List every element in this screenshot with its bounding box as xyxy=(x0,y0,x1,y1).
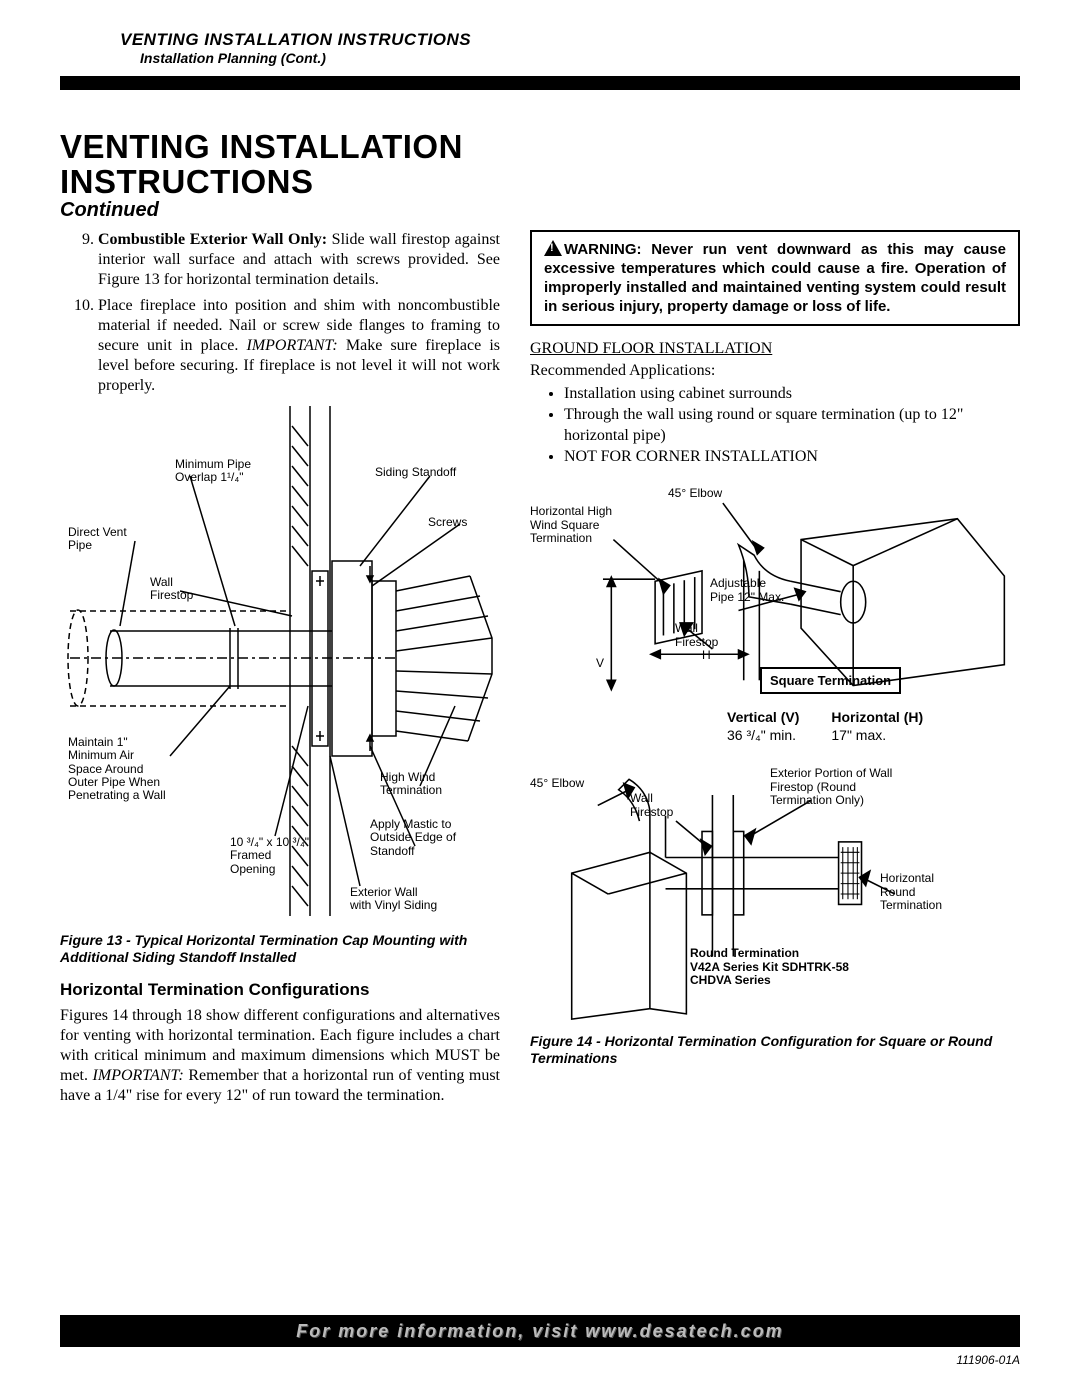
ground-b1: Installation using cabinet surrounds xyxy=(564,384,1020,405)
vh-h-val: 17" max. xyxy=(831,727,953,743)
footer-bar: For more information, visit www.desatech… xyxy=(60,1315,1020,1347)
ground-floor-heading: GROUND FLOOR INSTALLATION xyxy=(530,340,1020,358)
page-title-line1: VENTING INSTALLATION xyxy=(60,130,1020,165)
ground-floor-lead: Recommended Applications: xyxy=(530,362,1020,380)
fig14-round-term: Horizontal Round Termination xyxy=(880,872,942,912)
header-subtitle: Installation Planning (Cont.) xyxy=(140,50,1020,66)
doc-number: 111906-01A xyxy=(956,1353,1020,1367)
fig14-V: V xyxy=(596,657,604,670)
warning-box: WARNING: Never run vent downward as this… xyxy=(530,230,1020,326)
fig13-min-pipe: Minimum Pipe Overlap 1¹/₄" xyxy=(175,458,251,484)
figure-14-diagram: 45° Elbow Horizontal High Wind Square Te… xyxy=(530,477,1020,1027)
fig13-framed: 10 ³/₄" x 10 ³/₄" Framed Opening xyxy=(230,836,309,876)
left-column: Combustible Exterior Wall Only: Slide wa… xyxy=(60,230,500,1106)
running-header: VENTING INSTALLATION INSTRUCTIONS Instal… xyxy=(120,30,1020,66)
ground-b2: Through the wall using round or square t… xyxy=(564,405,1020,447)
fig13-mastic: Apply Mastic to Outside Edge of Standoff xyxy=(370,818,456,858)
figure-13-diagram: Minimum Pipe Overlap 1¹/₄" Direct Vent P… xyxy=(60,406,500,926)
fig14-elbow-bot: 45° Elbow xyxy=(530,777,584,790)
vh-h-head: Horizontal (H) xyxy=(831,709,953,725)
fig14-hhwst: Horizontal High Wind Square Termination xyxy=(530,505,612,545)
instruction-10: Place fireplace into position and shim w… xyxy=(98,296,500,396)
fig14-elbow-top: 45° Elbow xyxy=(668,487,722,500)
fig13-screws: Screws xyxy=(428,516,467,529)
fig14-wall-fs2: Wall Firestop xyxy=(630,792,673,818)
warning-icon xyxy=(544,240,562,256)
header-rule xyxy=(60,76,1020,90)
instructions-list: Combustible Exterior Wall Only: Slide wa… xyxy=(60,230,500,396)
fig13-direct-vent: Direct Vent Pipe xyxy=(68,526,127,552)
instr9-lead: Combustible Exterior Wall Only: xyxy=(98,231,332,248)
fig14-round-box: Round Termination V42A Series Kit SDHTRK… xyxy=(690,947,849,987)
horiz-config-body: Figures 14 through 18 show different con… xyxy=(60,1006,500,1106)
figure-13-caption: Figure 13 - Typical Horizontal Terminati… xyxy=(60,932,500,966)
horiz-config-heading: Horizontal Termination Configurations xyxy=(60,980,500,1000)
fig14-square-term-box: Square Termination xyxy=(760,667,901,694)
warning-text: WARNING: Never run vent downward as this… xyxy=(544,241,1006,314)
continued-label: Continued xyxy=(60,199,1020,222)
fig14-H: H xyxy=(702,649,711,662)
fig14-square-term-label: Square Termination xyxy=(760,667,901,694)
ground-b3: NOT FOR CORNER INSTALLATION xyxy=(564,447,1020,468)
fig14-wall-fs1: Wall Firestop xyxy=(675,622,718,648)
page-title-line2: INSTRUCTIONS xyxy=(60,165,1020,200)
instruction-9: Combustible Exterior Wall Only: Slide wa… xyxy=(98,230,500,290)
fig13-exterior: Exterior Wall with Vinyl Siding xyxy=(350,886,437,912)
vh-v-val: 36 ³/₄" min. xyxy=(727,727,829,743)
fig13-high-wind: High Wind Termination xyxy=(380,771,442,797)
instr10-important: IMPORTANT: xyxy=(246,337,337,354)
fig13-wall-firestop: Wall Firestop xyxy=(150,576,193,602)
header-title: VENTING INSTALLATION INSTRUCTIONS xyxy=(120,30,1020,50)
fig14-ext-portion: Exterior Portion of Wall Firestop (Round… xyxy=(770,767,950,807)
ground-floor-bullets: Installation using cabinet surrounds Thr… xyxy=(530,384,1020,467)
vh-v-head: Vertical (V) xyxy=(727,709,829,725)
fig14-vh-table: Vertical (V)Horizontal (H) 36 ³/₄" min.1… xyxy=(725,707,955,745)
right-column: WARNING: Never run vent downward as this… xyxy=(530,230,1020,1106)
fig13-maintain: Maintain 1" Minimum Air Space Around Out… xyxy=(68,736,198,802)
fig13-siding-standoff: Siding Standoff xyxy=(375,466,456,479)
fig14-adj-pipe: Adjustable Pipe 12" Max. xyxy=(710,577,784,603)
horiz-body-imp: IMPORTANT: xyxy=(93,1067,184,1084)
